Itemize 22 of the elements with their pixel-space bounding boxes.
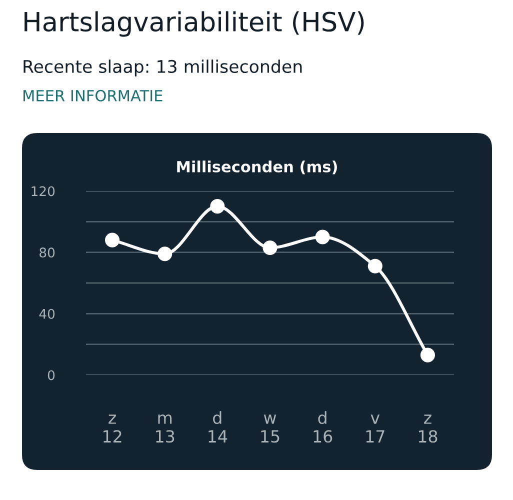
x-tick-label: d 14: [208, 411, 228, 442]
x-tick-label: z 12: [104, 414, 122, 442]
point: [105, 232, 120, 248]
point: [315, 230, 330, 244]
x-tick-label: z 18: [418, 414, 438, 443]
y-tick-label: 120: [32, 186, 55, 196]
chart-title: Hartslagvariabiliteit (HSV): [24, 11, 364, 37]
x-tick-label: v 17: [366, 414, 384, 442]
x-tick-label: w 15: [261, 414, 280, 443]
x-tick-label: m 13: [156, 414, 174, 443]
text: Milliseconden (ms): [177, 160, 337, 174]
point: [262, 240, 278, 256]
text: MEER INFORMATIE: [24, 90, 162, 102]
y-tick-label: 40: [39, 308, 55, 319]
point: [210, 199, 225, 214]
y-tick-label: 80: [40, 248, 55, 258]
point: [420, 348, 435, 362]
chart-subtitle: Recente slaap: 13 milliseconden: [24, 60, 302, 76]
point: [158, 246, 172, 262]
point: [368, 258, 382, 274]
x-tick-label: d 16: [314, 411, 332, 443]
y-tick-label: 0: [48, 370, 55, 380]
